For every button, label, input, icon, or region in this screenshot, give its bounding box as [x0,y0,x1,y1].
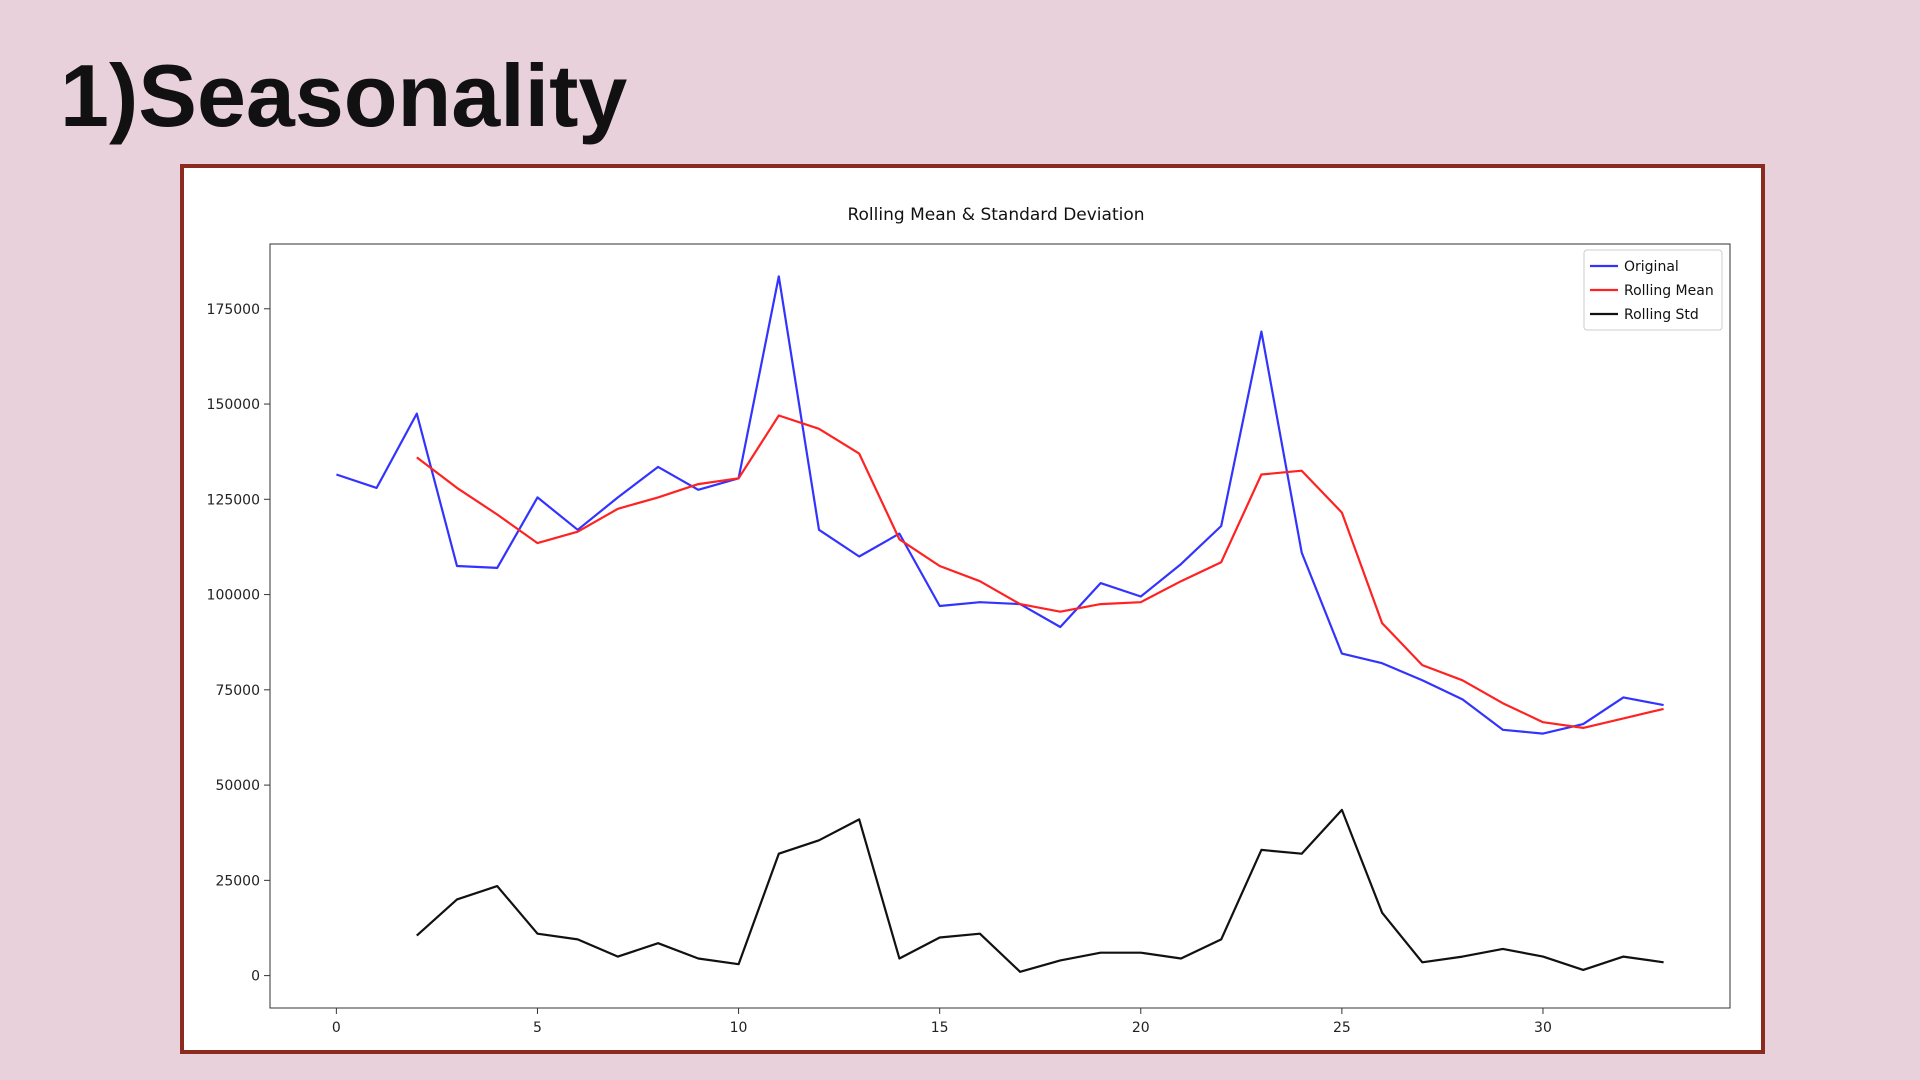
y-tick-label: 125000 [207,492,260,508]
y-tick-label: 100000 [207,588,260,604]
series-line-original [336,275,1664,735]
y-tick-label: 175000 [207,302,260,318]
x-tick-label: 5 [533,1020,542,1036]
y-tick-label: 0 [251,969,260,985]
legend-label: Original [1624,259,1679,275]
series-layer [336,275,1664,973]
legend-box [1583,249,1723,331]
series-line-rolling-std [416,808,1664,973]
legend-label: Rolling Mean [1624,283,1714,299]
plot-area [269,243,1731,1009]
x-tick-label: 30 [1534,1020,1552,1036]
y-tick-label: 50000 [215,778,260,794]
slide-title: 1)Seasonality [60,46,628,145]
chart-frame: Rolling Mean & Standard Deviation 0 25000… [180,164,1765,1054]
x-tick-label: 20 [1132,1020,1150,1036]
x-tick-label: 0 [332,1020,341,1036]
x-tick-label: 15 [931,1020,949,1036]
legend: Original Rolling Mean Rolling Std [1583,249,1723,331]
x-axis: 0 5 10 15 20 25 30 [332,1008,1552,1036]
y-tick-label: 75000 [215,683,260,699]
x-tick-label: 10 [730,1020,748,1036]
legend-label: Rolling Std [1624,307,1699,323]
y-tick-label: 25000 [215,873,260,889]
line-chart: Rolling Mean & Standard Deviation 0 25000… [207,205,1731,1036]
y-axis: 0 25000 50000 75000 100000 125000 150000 175000 [207,302,270,985]
series-line-rolling-mean [416,414,1664,730]
chart-title: Rolling Mean & Standard Deviation [847,205,1144,225]
y-tick-label: 150000 [207,397,260,413]
x-tick-label: 25 [1333,1020,1351,1036]
